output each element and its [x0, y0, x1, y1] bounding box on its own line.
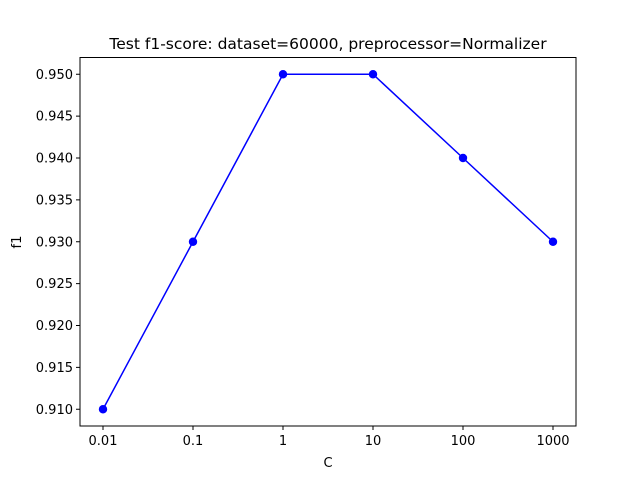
y-tick-label: 0.930 [36, 235, 73, 250]
data-point-0_01 [98, 405, 108, 414]
series-line [102, 73, 554, 410]
y-tick-label: 0.945 [36, 110, 73, 125]
x-tick-label: 1 [279, 434, 287, 449]
y-tick-label: 0.940 [36, 152, 73, 167]
x-tick-label: 0.01 [89, 434, 118, 449]
y-tick-label: 0.925 [36, 277, 73, 292]
chart-title: Test f1-score: dataset=60000, preprocess… [108, 35, 547, 53]
data-point-1000 [548, 237, 558, 246]
x-axis-label: C [323, 456, 332, 471]
y-tick-label: 0.950 [36, 68, 73, 83]
y-axis-label: f1 [10, 236, 25, 249]
x-axis-ticks: 0.01 0.1 1 10 100 1000 [89, 426, 570, 449]
x-tick-label: 10 [365, 434, 382, 449]
y-tick-label: 0.920 [36, 319, 73, 334]
y-tick-label: 0.935 [36, 193, 73, 208]
y-tick-label: 0.910 [36, 403, 73, 418]
data-point-0_1 [188, 237, 198, 246]
data-point-10 [368, 70, 378, 79]
y-tick-label: 0.915 [36, 361, 73, 376]
data-point-1 [278, 70, 288, 79]
plot-area [80, 57, 576, 426]
x-tick-label: 0.1 [183, 434, 204, 449]
x-tick-label: 100 [451, 434, 476, 449]
data-point-100 [458, 153, 468, 163]
series-layer [98, 70, 558, 414]
plot-frame [79, 57, 577, 427]
y-axis-ticks: 0.910 0.915 0.920 0.925 0.930 0.935 0.940 0.945… [36, 68, 80, 418]
x-tick-label: 1000 [536, 434, 569, 449]
